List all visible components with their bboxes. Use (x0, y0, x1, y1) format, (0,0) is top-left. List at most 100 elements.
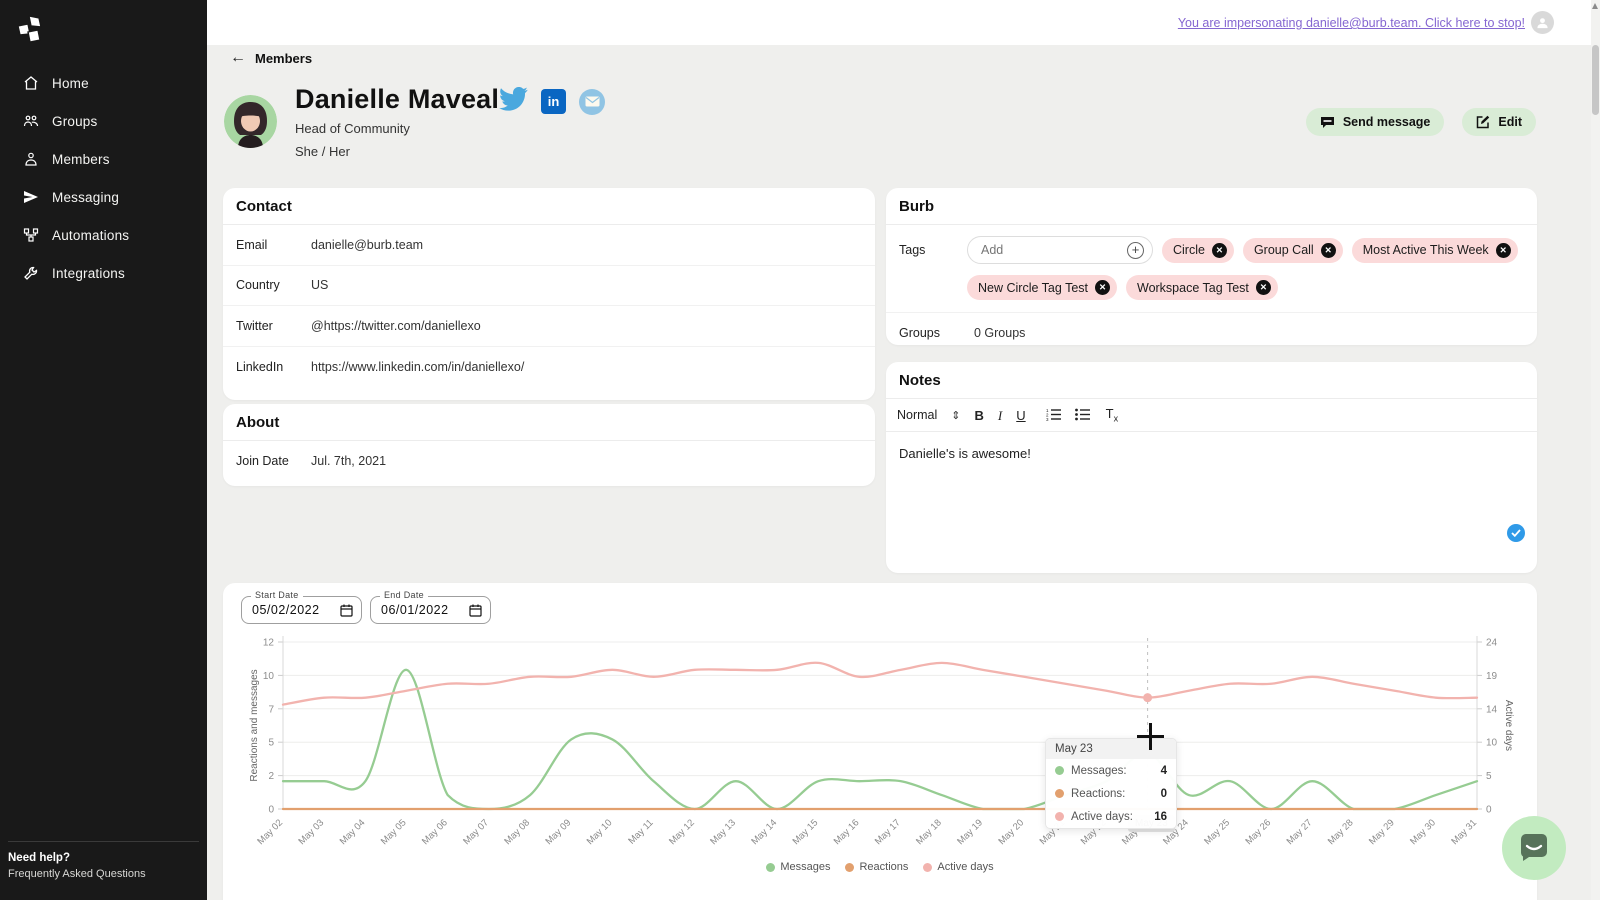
svg-text:May 18: May 18 (914, 817, 944, 847)
sidebar-divider (8, 841, 199, 842)
need-help-label: Need help? (0, 852, 207, 864)
sidebar-item-groups[interactable]: Groups (0, 102, 207, 140)
user-avatar[interactable] (1531, 11, 1554, 34)
burb-card-title: Burb (899, 198, 934, 215)
automations-icon (22, 227, 39, 244)
svg-text:May 31: May 31 (1449, 817, 1479, 847)
svg-text:May 12: May 12 (667, 817, 697, 847)
send-message-button[interactable]: Send message (1306, 108, 1445, 136)
contact-card: Contact Email danielle@burb.team Country… (223, 188, 875, 400)
svg-text:May 28: May 28 (1326, 817, 1356, 847)
email-icon[interactable] (579, 89, 605, 115)
calendar-icon[interactable] (340, 604, 353, 622)
chart-tooltip: May 23 Messages: 4 Reactions: 0 Active d… (1045, 738, 1177, 829)
remove-tag-icon[interactable]: ✕ (1212, 243, 1227, 258)
reactions-dot-icon (1055, 789, 1064, 798)
note-text: Danielle's is awesome! (899, 446, 1031, 461)
legend-dot-icon (923, 863, 932, 872)
ordered-list-button[interactable]: 123 (1046, 408, 1061, 423)
bullet-list-button[interactable] (1075, 408, 1090, 423)
svg-text:19: 19 (1486, 671, 1498, 682)
app-logo-icon[interactable] (12, 12, 50, 50)
contact-row-twitter: Twitter @https://twitter.com/daniellexo (223, 306, 875, 347)
tooltip-row-reactions: Reactions: 0 (1046, 782, 1176, 805)
svg-text:10: 10 (263, 671, 275, 682)
breadcrumb-label[interactable]: Members (255, 51, 312, 66)
svg-text:May 06: May 06 (420, 817, 450, 847)
sidebar-item-members[interactable]: Members (0, 140, 207, 178)
edit-button[interactable]: Edit (1462, 108, 1536, 136)
svg-text:7: 7 (268, 704, 274, 715)
svg-text:12: 12 (263, 638, 275, 649)
page-scrollbar[interactable] (1591, 0, 1600, 900)
activity-chart[interactable]: 122410197145102500Reactions and messages… (223, 630, 1537, 880)
legend-item[interactable]: Messages (766, 861, 830, 873)
svg-text:May 16: May 16 (832, 817, 862, 847)
twitter-icon[interactable] (499, 87, 528, 116)
notes-toolbar: Normal ⇕ B I U 123 Tx (886, 399, 1537, 432)
svg-text:May 20: May 20 (996, 817, 1026, 847)
underline-button[interactable]: U (1016, 409, 1025, 422)
groups-row: Groups 0 Groups (886, 313, 1537, 352)
chart-legend[interactable]: Messages Reactions Active days (223, 861, 1537, 873)
add-tag-plus-icon[interactable]: + (1127, 242, 1144, 259)
remove-tag-icon[interactable]: ✕ (1256, 280, 1271, 295)
member-pronouns: She / Her (295, 144, 350, 159)
remove-tag-icon[interactable]: ✕ (1321, 243, 1336, 258)
sidebar-item-integrations[interactable]: Integrations (0, 254, 207, 292)
svg-text:May 05: May 05 (379, 817, 409, 847)
text-style-dropdown[interactable]: Normal ⇕ (897, 408, 961, 422)
sidebar-item-messaging[interactable]: Messaging (0, 178, 207, 216)
groups-icon (22, 113, 39, 130)
messages-dot-icon (1055, 766, 1064, 775)
sidebar: Home Groups Members Messaging (0, 0, 207, 900)
end-date-input[interactable]: End Date 06/01/2022 (370, 596, 491, 624)
active-days-dot-icon (1055, 812, 1064, 821)
scroll-up-arrow-icon[interactable] (1592, 3, 1598, 9)
groups-count: 0 Groups (974, 326, 1025, 340)
svg-text:May 10: May 10 (585, 817, 615, 847)
legend-dot-icon (845, 863, 854, 872)
activity-chart-card: Start Date 05/02/2022 End Date 06/01/202… (223, 583, 1537, 900)
svg-text:5: 5 (1486, 771, 1492, 782)
tag-pill: Group Call✕ (1243, 238, 1343, 263)
calendar-icon[interactable] (469, 604, 482, 622)
svg-text:5: 5 (268, 738, 274, 749)
svg-text:May 04: May 04 (338, 817, 368, 847)
legend-item[interactable]: Active days (923, 861, 993, 873)
scrollbar-thumb[interactable] (1592, 45, 1599, 115)
svg-text:May 30: May 30 (1408, 817, 1438, 847)
sidebar-item-label: Messaging (52, 190, 119, 205)
sidebar-item-home[interactable]: Home (0, 64, 207, 102)
notes-editor[interactable]: Danielle's is awesome! (886, 432, 1537, 552)
svg-text:Reactions and messages: Reactions and messages (249, 669, 260, 781)
impersonation-banner-link[interactable]: You are impersonating danielle@burb.team… (1178, 16, 1525, 30)
svg-text:May 17: May 17 (873, 817, 903, 847)
remove-tag-icon[interactable]: ✕ (1496, 243, 1511, 258)
chat-widget-button[interactable] (1502, 816, 1566, 880)
clear-formatting-button[interactable]: Tx (1106, 407, 1118, 424)
remove-tag-icon[interactable]: ✕ (1095, 280, 1110, 295)
sidebar-item-automations[interactable]: Automations (0, 216, 207, 254)
back-arrow-icon[interactable]: ← (230, 50, 246, 66)
sidebar-item-label: Home (52, 76, 89, 91)
svg-text:May 15: May 15 (791, 817, 821, 847)
sidebar-item-label: Automations (52, 228, 129, 243)
profile-actions: Send message Edit (1306, 108, 1536, 136)
add-tag-input[interactable] (968, 243, 1108, 257)
legend-item[interactable]: Reactions (845, 861, 908, 873)
faq-link[interactable]: Frequently Asked Questions (0, 868, 207, 880)
sidebar-item-label: Members (52, 152, 110, 167)
tags-row: Tags + Circle✕ Group Call✕ Most Active T… (886, 225, 1537, 313)
italic-button[interactable]: I (998, 409, 1002, 422)
sidebar-item-label: Groups (52, 114, 97, 129)
member-avatar (224, 95, 277, 148)
tooltip-row-active-days: Active days: 16 (1046, 805, 1176, 828)
start-date-input[interactable]: Start Date 05/02/2022 (241, 596, 362, 624)
bold-button[interactable]: B (975, 409, 984, 422)
linkedin-icon[interactable]: in (541, 89, 566, 114)
svg-text:May 08: May 08 (502, 817, 532, 847)
sidebar-nav: Home Groups Members Messaging (0, 64, 207, 292)
tags-list: + Circle✕ Group Call✕ Most Active This W… (967, 236, 1524, 300)
add-tag-field[interactable]: + (967, 236, 1153, 264)
